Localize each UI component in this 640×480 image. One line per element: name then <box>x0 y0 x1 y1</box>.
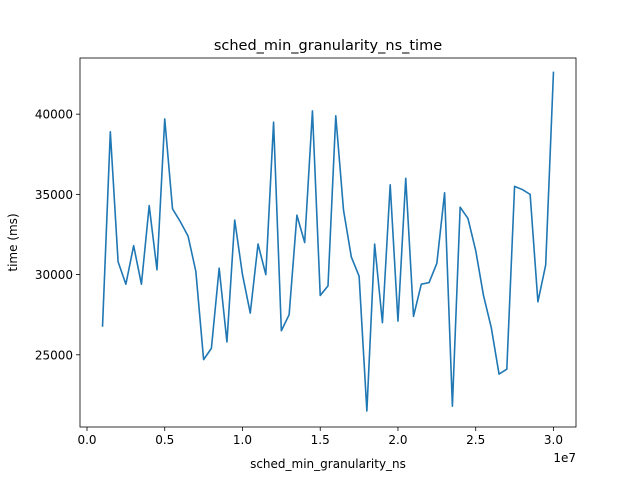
x-tick-label: 3.0 <box>544 433 563 447</box>
x-tick-label: 0.0 <box>77 433 96 447</box>
ticks-layer: 0.0 0.5 1.0 1.5 2.0 2.5 3.0 25000 30000 35000 4000… <box>35 108 563 447</box>
y-tick-label: 35000 <box>35 188 73 202</box>
y-tick-label: 30000 <box>35 268 73 282</box>
chart-title: sched_min_granularity_ns_time <box>214 38 442 54</box>
x-tick-label: 1.5 <box>311 433 330 447</box>
x-tick-label: 1.0 <box>233 433 252 447</box>
x-axis-label: sched_min_granularity_ns <box>250 457 406 471</box>
series-line <box>101 71 555 412</box>
x-tick-label: 0.5 <box>155 433 174 447</box>
x-tick-label: 2.0 <box>388 433 407 447</box>
y-axis-label: time (ms) <box>6 213 20 271</box>
x-axis-offset-label: 1e7 <box>553 451 576 465</box>
x-tick-label: 2.5 <box>466 433 485 447</box>
y-tick-label: 40000 <box>35 108 73 122</box>
axes-frame <box>79 57 577 428</box>
y-tick-label: 25000 <box>35 348 73 362</box>
